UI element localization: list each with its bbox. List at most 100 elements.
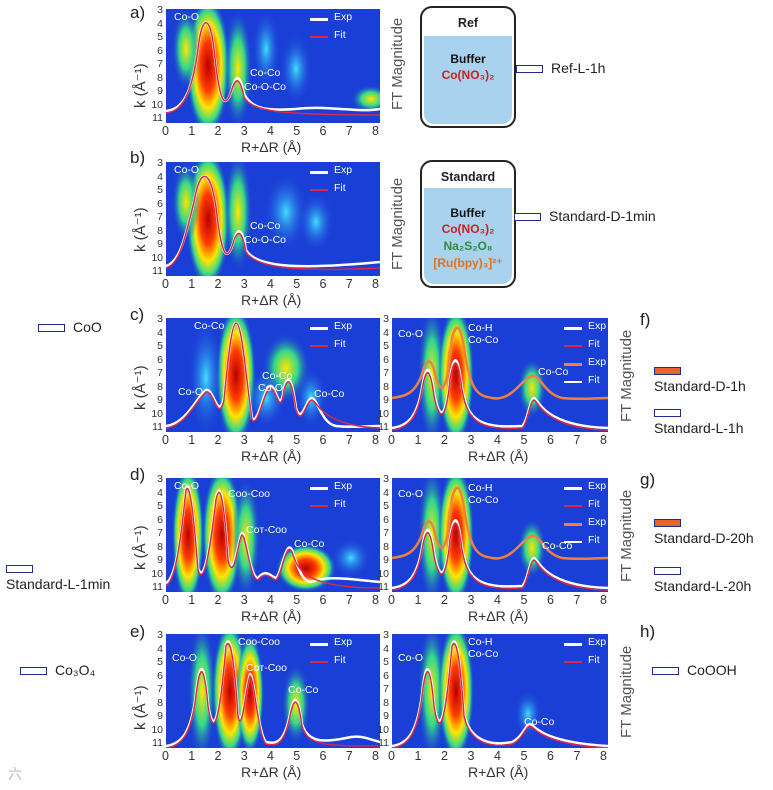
- annotation-co-o-co: Co-O-Co: [244, 234, 287, 246]
- legend-fit-line: [310, 189, 328, 191]
- annotation-coo-coo: Coo-Coo: [228, 488, 271, 500]
- annotation-co-o-2: Co-O: [258, 382, 284, 394]
- x-tick-label: 0: [388, 593, 395, 607]
- ft-magnitude-label-f: FT Magnitude: [618, 329, 635, 422]
- y-tick-label: 8: [157, 71, 163, 84]
- legend-fit-dark: Fit: [588, 534, 600, 546]
- legend-exp: Exp: [334, 320, 353, 332]
- x-tick-label: 4: [267, 749, 274, 763]
- y-tick-label: 9: [157, 554, 163, 566]
- panel-label-e: e): [130, 622, 146, 641]
- x-axis-label: R+ΔR (Å): [241, 139, 302, 155]
- legend-exp: Exp: [588, 480, 607, 492]
- swatch-light-icon: [6, 565, 33, 574]
- legend-exp: Exp: [334, 636, 353, 648]
- y-tick-label: 7: [383, 683, 389, 695]
- y-tick-label: 4: [383, 642, 389, 655]
- y-tick-label: 4: [157, 642, 163, 655]
- x-tick-label: 2: [441, 749, 448, 763]
- y-tick-label: 6: [157, 197, 163, 210]
- x-tick-label: 7: [345, 433, 353, 447]
- x-tick-label: 7: [573, 433, 581, 447]
- legend-exp: Exp: [334, 164, 353, 176]
- x-tick-label: 7: [573, 749, 581, 763]
- x-axis-label: R+ΔR (Å): [241, 608, 302, 624]
- heatmap-d: Co-O Coo-Coo Coт-Coo Co-Co Exp Fit: [166, 478, 380, 592]
- y-tick-label: 8: [383, 540, 389, 553]
- legend-exp: Exp: [588, 320, 607, 332]
- y-tick-label: 7: [157, 527, 163, 539]
- x-tick-label: 0: [388, 433, 395, 447]
- y-axis-label-c: k (Å⁻¹): [132, 365, 149, 410]
- legend-fit-line: [310, 36, 328, 38]
- legend-fit-line: [564, 661, 582, 663]
- x-tick-label: 7: [345, 277, 353, 291]
- y-tick-label: 11: [378, 581, 389, 593]
- y-tick-label: 10: [377, 567, 389, 580]
- swatch-light-icon: [38, 324, 65, 333]
- legend-exp-line: [310, 327, 328, 330]
- annotation-cot-coo: Coт-Coo: [246, 662, 287, 674]
- x-tick-label: 1: [414, 749, 422, 763]
- heatmap-b: Co-O Co-Co Co-O-Co Exp Fit: [166, 162, 380, 276]
- y-tick-label: 3: [157, 4, 163, 16]
- legend-exp: Exp: [334, 480, 353, 492]
- x-tick-label: 6: [319, 277, 327, 291]
- y-tick-label: 5: [157, 184, 163, 196]
- x-tick-label: 2: [214, 749, 222, 763]
- legend-fit-dark-line: [564, 541, 582, 543]
- y-tick-label: 11: [152, 421, 163, 433]
- legend-exp-dark: Exp: [588, 516, 607, 528]
- panel-label-c: c): [130, 305, 145, 324]
- standard-box-line-ruthenium: [Ru(bpy)₃]²⁺: [433, 256, 503, 270]
- y-tick-label: 3: [157, 313, 163, 325]
- x-tick-label: 5: [520, 433, 528, 447]
- x-tick-label: 4: [267, 124, 274, 138]
- x-tick-label: 4: [267, 277, 274, 291]
- legend-standard-l-20h: Standard-L-20h: [654, 562, 751, 594]
- x-tick-label: 5: [520, 749, 528, 763]
- heatmap-e: Co-O Coo-Coo Coт-Coo Co-Co Exp Fit: [166, 634, 380, 748]
- x-tick-label: 2: [214, 277, 222, 291]
- x-tick-label: 6: [547, 433, 554, 447]
- y-tick-label: 6: [383, 513, 389, 526]
- y-tick-label: 8: [157, 380, 163, 393]
- y-axis-label-d: k (Å⁻¹): [132, 525, 149, 570]
- x-tick-label: 7: [345, 749, 353, 763]
- x-tick-label: 5: [293, 277, 301, 291]
- x-tick-label: 0: [162, 749, 169, 763]
- standard-box-line-persulfate: Na₂S₂O₈: [443, 239, 493, 253]
- annotation-co-h: Co-H: [468, 636, 493, 648]
- y-tick-label: 10: [151, 407, 163, 420]
- y-tick-label: 5: [383, 500, 389, 512]
- legend-fit-dark-line: [564, 381, 582, 383]
- y-tick-label: 3: [383, 313, 389, 325]
- x-tick-label: 5: [520, 593, 528, 607]
- x-tick-label: 7: [573, 593, 581, 607]
- x-tick-label: 8: [372, 593, 379, 607]
- y-tick-label: 10: [151, 723, 163, 736]
- x-tick-label: 3: [467, 749, 475, 763]
- y-tick-label: 8: [383, 380, 389, 393]
- y-tick-label: 9: [157, 85, 163, 97]
- y-tick-label: 5: [157, 500, 163, 512]
- y-tick-label: 7: [157, 211, 163, 223]
- x-tick-label: 4: [494, 749, 501, 763]
- ref-box-line-buffer: Buffer: [450, 52, 486, 66]
- x-tick-label: 8: [600, 593, 607, 607]
- x-tick-label: 6: [319, 749, 327, 763]
- y-tick-label: 6: [383, 353, 389, 366]
- y-tick-label: 8: [383, 696, 389, 709]
- x-tick-label: 1: [188, 749, 196, 763]
- heatmap-g: Co-O Co-H Co-Co Co-Co Exp Fit Exp Fit: [392, 478, 608, 592]
- swatch-dark-icon: [654, 367, 681, 376]
- x-axis-label: R+ΔR (Å): [241, 764, 302, 780]
- legend-ref-l-1h: Ref-L-1h: [516, 60, 605, 76]
- standard-box-line-cobalt: Co(NO₃)₂: [441, 222, 495, 236]
- x-tick-label: 2: [214, 124, 222, 138]
- y-tick-label: 10: [151, 251, 163, 264]
- heatmap-h: Co-O Co-H Co-Co Co-Co Exp Fit: [392, 634, 608, 748]
- swatch-light-icon: [516, 65, 543, 74]
- y-tick-label: 5: [383, 656, 389, 668]
- y-axis-label-a: k (Å⁻¹): [132, 63, 149, 108]
